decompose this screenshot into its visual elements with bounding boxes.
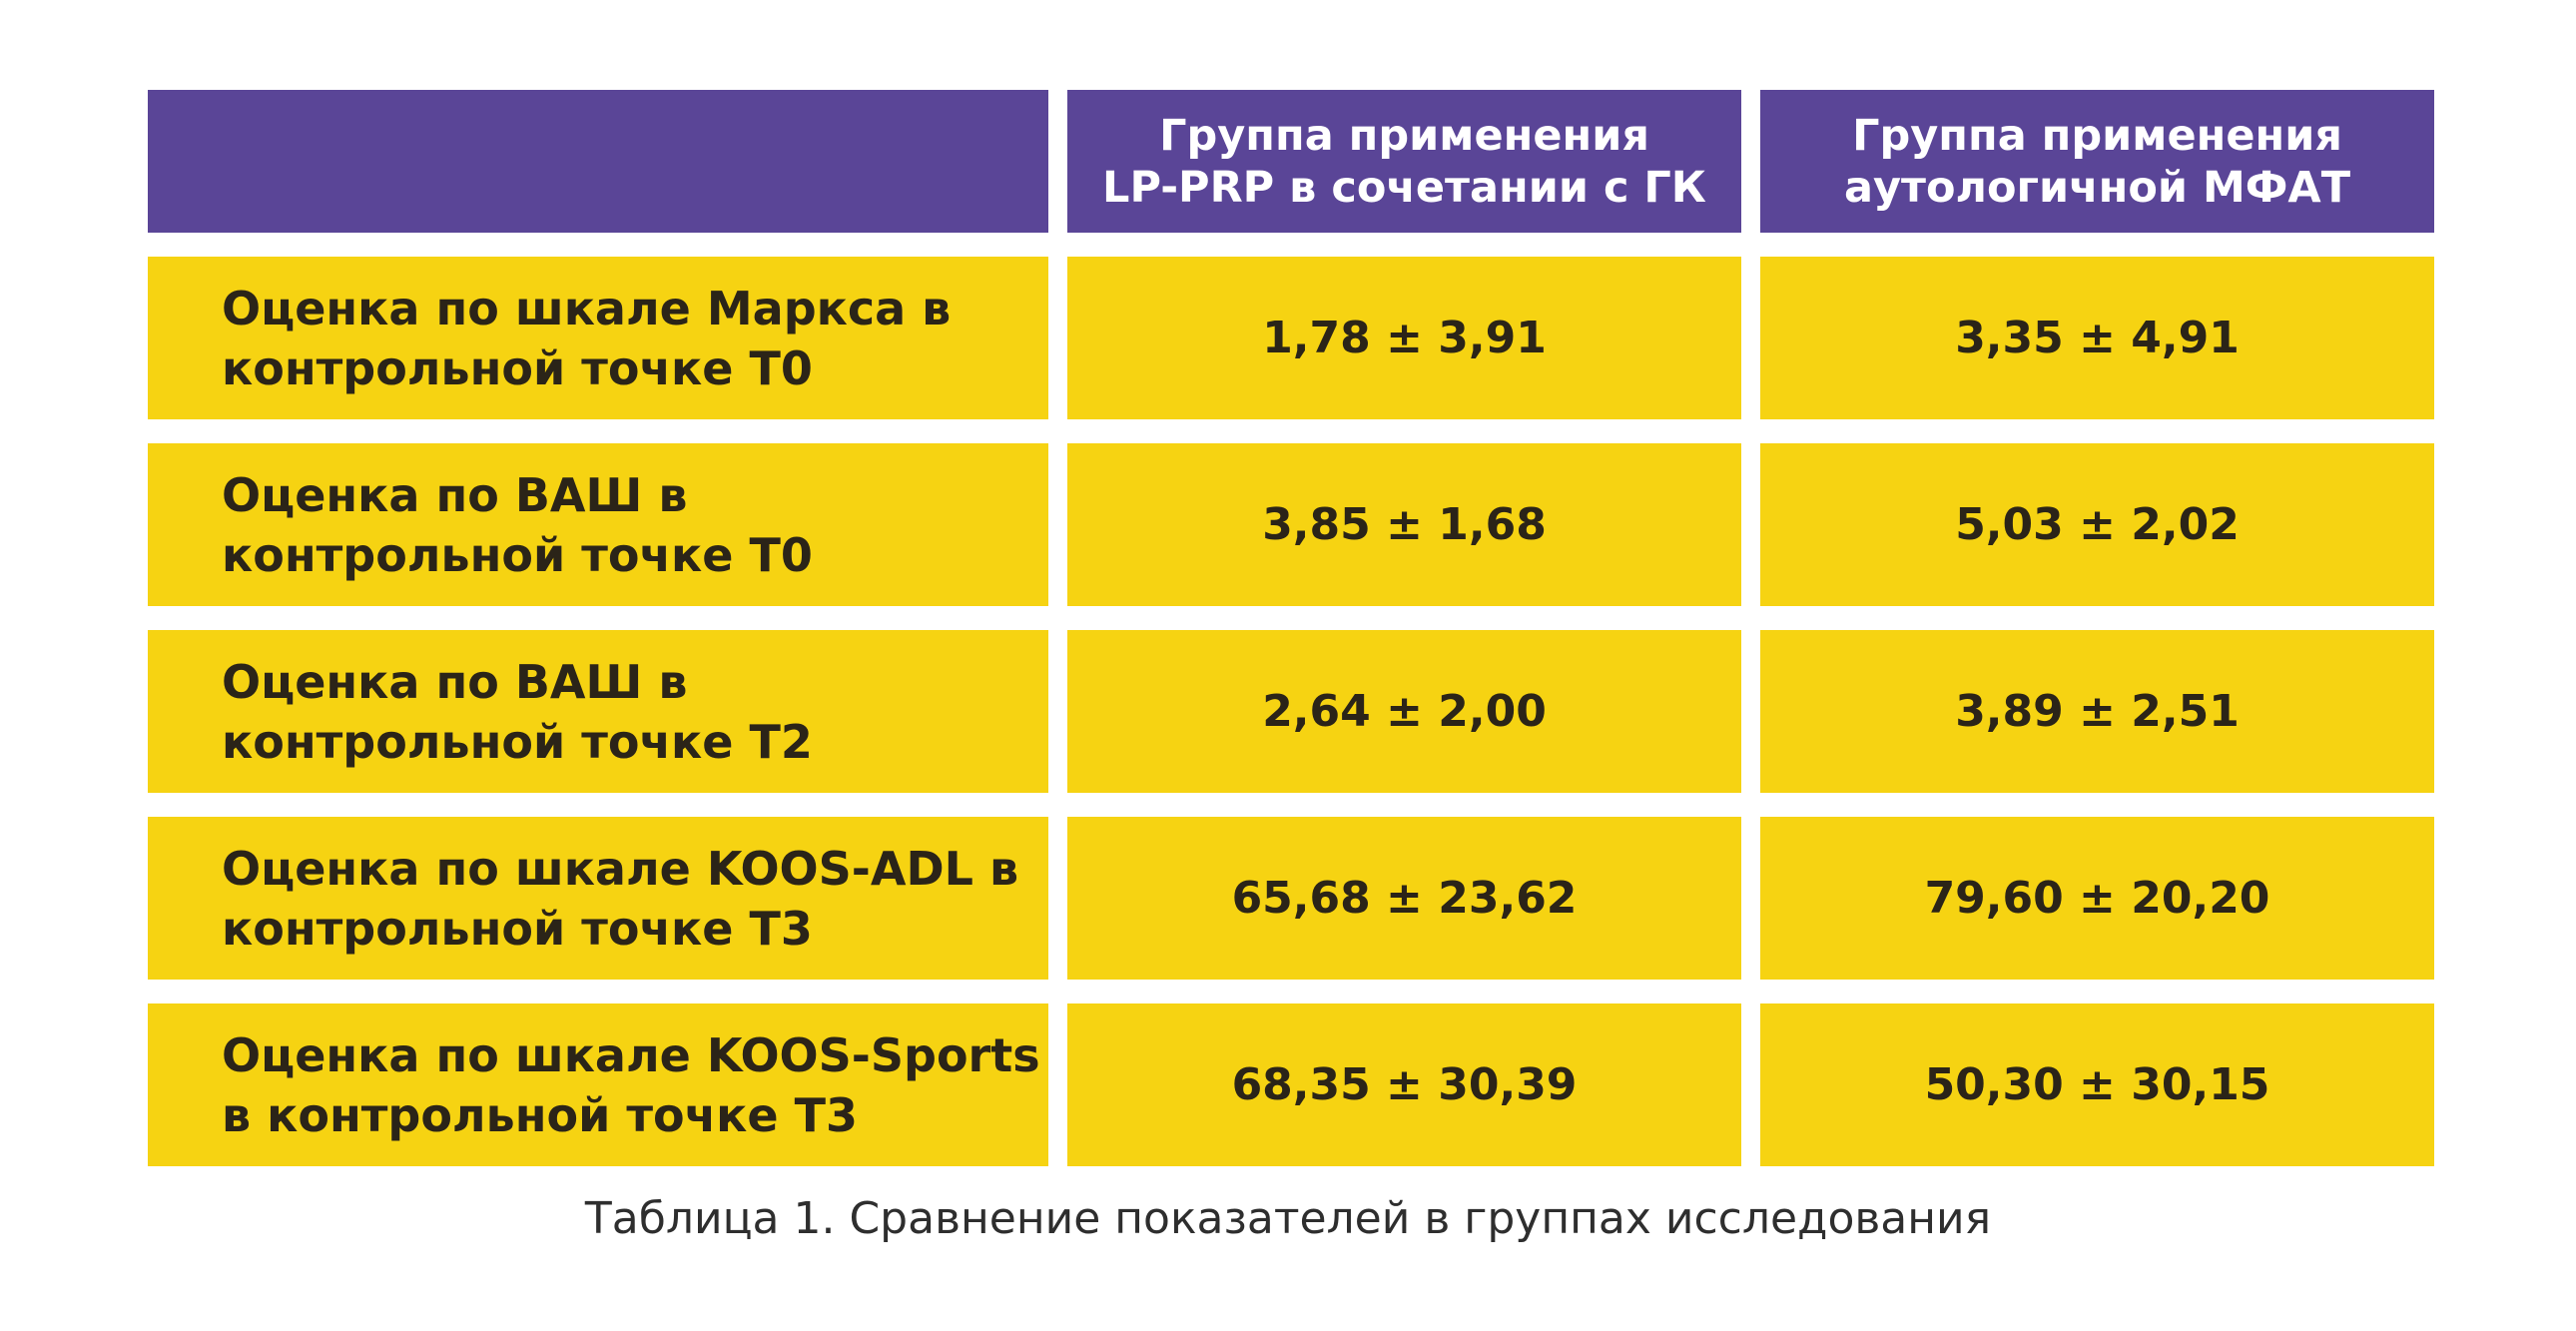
row-label-line: контрольной точке Т3 <box>222 901 813 956</box>
row-label-line: контрольной точке Т0 <box>222 340 813 395</box>
row-label-line: Оценка по ВАШ в <box>222 654 688 709</box>
value-mfat-vas-t2: 3,89 ± 2,51 <box>1760 630 2434 793</box>
value-lp-prp-vas-t0: 3,85 ± 1,68 <box>1067 443 1741 606</box>
header-mfat-line2: аутологичной МФАТ <box>1843 162 2351 213</box>
table-caption: Таблица 1. Сравнение показателей в групп… <box>584 1193 1992 1244</box>
row-label-koos-adl-t3: Оценка по шкале KOOS-ADL в контрольной т… <box>148 817 1048 980</box>
row-label-line: контрольной точке Т2 <box>222 714 813 769</box>
header-lp-prp-line1: Группа применения <box>1159 110 1649 161</box>
header-mfat-group: Группа применения аутологичной МФАТ <box>1760 90 2434 233</box>
row-label-line: в контрольной точке Т3 <box>222 1087 858 1142</box>
value-lp-prp-marx-t0: 1,78 ± 3,91 <box>1067 257 1741 419</box>
header-lp-prp-group: Группа применения LP-PRP в сочетании с Г… <box>1067 90 1741 233</box>
comparison-table: Группа применения LP-PRP в сочетании с Г… <box>148 90 2434 1166</box>
value-mfat-koos-sports-t3: 50,30 ± 30,15 <box>1760 1003 2434 1166</box>
row-label-line: Оценка по шкале KOOS-ADL в <box>222 841 1019 896</box>
row-label-line: контрольной точке Т0 <box>222 527 813 582</box>
value-lp-prp-koos-adl-t3: 65,68 ± 23,62 <box>1067 817 1741 980</box>
value-mfat-koos-adl-t3: 79,60 ± 20,20 <box>1760 817 2434 980</box>
header-empty-cell <box>148 90 1048 233</box>
header-mfat-line1: Группа применения <box>1852 110 2342 161</box>
value-lp-prp-koos-sports-t3: 68,35 ± 30,39 <box>1067 1003 1741 1166</box>
row-label-vas-t0: Оценка по ВАШ в контрольной точке Т0 <box>148 443 1048 606</box>
header-lp-prp-line2: LP-PRP в сочетании с ГК <box>1102 162 1706 213</box>
row-label-marx-t0: Оценка по шкале Маркса в контрольной точ… <box>148 257 1048 419</box>
row-label-line: Оценка по шкале Маркса в <box>222 281 952 335</box>
row-label-koos-sports-t3: Оценка по шкале KOOS-Sports в контрольно… <box>148 1003 1048 1166</box>
row-label-vas-t2: Оценка по ВАШ в контрольной точке Т2 <box>148 630 1048 793</box>
value-mfat-vas-t0: 5,03 ± 2,02 <box>1760 443 2434 606</box>
value-lp-prp-vas-t2: 2,64 ± 2,00 <box>1067 630 1741 793</box>
value-mfat-marx-t0: 3,35 ± 4,91 <box>1760 257 2434 419</box>
row-label-line: Оценка по шкале KOOS-Sports <box>222 1027 1040 1082</box>
row-label-line: Оценка по ВАШ в <box>222 467 688 522</box>
